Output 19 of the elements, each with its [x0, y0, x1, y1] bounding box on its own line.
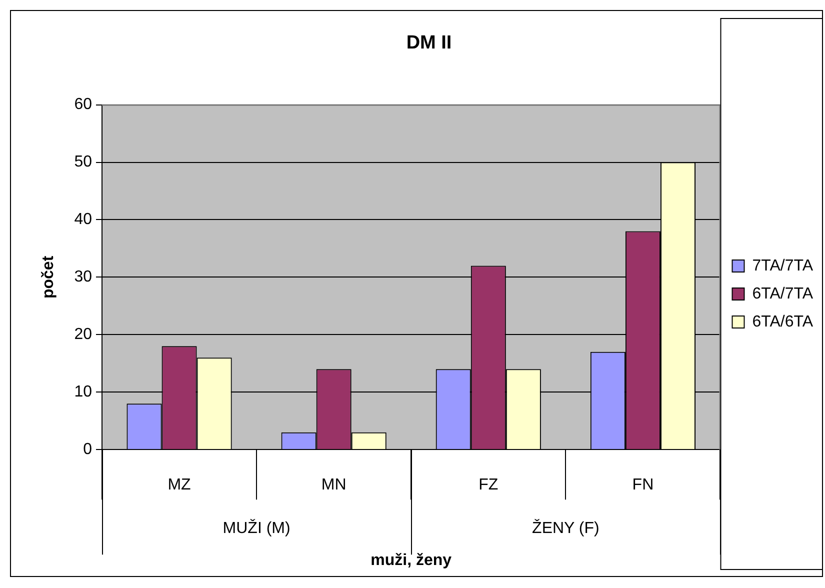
x-tick-label: MN	[321, 476, 346, 494]
chart-title: DM II	[406, 32, 452, 54]
y-tick-label: 10	[74, 384, 92, 401]
legend-label: 7TA/7TA	[752, 257, 814, 274]
y-tick-label: 40	[74, 211, 92, 228]
y-tick-label: 30	[74, 268, 92, 286]
y-tick-label: 50	[74, 154, 92, 171]
y-tick-label: 20	[74, 326, 92, 344]
legend-label: 6TA/7TA	[752, 285, 814, 302]
y-tick-label: 60	[74, 96, 92, 114]
text: MUŽI (M)	[222, 519, 290, 538]
text: ŽENY (F)	[532, 519, 600, 538]
y-tick-label: 0	[83, 441, 92, 458]
x-axis-title: muži, ženy	[370, 552, 452, 569]
y-axis-title: počet	[40, 255, 58, 299]
x-tick-label: FN	[632, 476, 654, 494]
legend-label: 6TA/6TA	[752, 313, 814, 330]
x-tick-label: MZ	[168, 476, 192, 494]
x-tick-label: FZ	[478, 476, 498, 494]
